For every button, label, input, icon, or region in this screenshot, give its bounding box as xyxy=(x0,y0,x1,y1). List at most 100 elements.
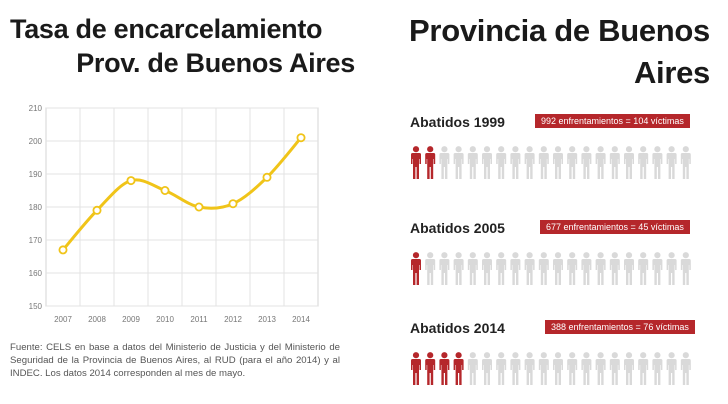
data-point xyxy=(126,176,136,186)
y-tick-label: 200 xyxy=(29,137,43,146)
person-icon-red xyxy=(425,146,436,179)
y-tick-label: 180 xyxy=(29,203,43,212)
person-icon-grey xyxy=(595,352,606,385)
person-icon-grey xyxy=(652,252,663,285)
person-icon-grey xyxy=(524,146,535,179)
x-tick-label: 2013 xyxy=(258,315,276,324)
person-icon-grey xyxy=(482,352,492,385)
person-icon-grey xyxy=(609,146,620,179)
x-tick-label: 2008 xyxy=(88,315,106,324)
person-icon-grey xyxy=(652,146,663,179)
data-point xyxy=(58,245,68,255)
person-icons-row xyxy=(411,252,691,285)
x-tick-label: 2012 xyxy=(224,315,242,324)
person-icon-grey xyxy=(652,352,663,385)
y-tick-label: 160 xyxy=(29,269,43,278)
person-icon-grey xyxy=(482,252,492,285)
data-point xyxy=(160,186,170,196)
person-icon-grey xyxy=(567,146,578,179)
abatidos-badge: 677 enfrentamientos = 45 víctimas xyxy=(540,220,690,234)
person-icon-grey xyxy=(581,146,592,179)
person-icon-grey xyxy=(609,352,620,385)
data-point xyxy=(194,202,204,212)
person-icon-grey xyxy=(524,252,535,285)
person-icon-red xyxy=(411,252,421,285)
incarceration-line-chart: 150 160 170 180 190 200 210 2007 2008 2009 2010 201… xyxy=(29,104,319,324)
x-tick-label: 2009 xyxy=(122,315,140,324)
person-icon-grey xyxy=(680,252,691,285)
abatidos-label: Abatidos 2014 xyxy=(410,320,505,336)
person-icon-grey xyxy=(553,146,563,179)
person-icon-grey xyxy=(680,352,691,385)
person-icon-grey xyxy=(538,146,549,179)
person-icon-grey xyxy=(595,252,606,285)
person-icon-grey xyxy=(553,252,563,285)
person-icon-grey xyxy=(624,252,634,285)
person-icon-red xyxy=(411,352,421,385)
y-tick-label: 190 xyxy=(29,170,43,179)
person-icon-grey xyxy=(624,146,634,179)
person-icon-grey xyxy=(510,352,521,385)
person-icon-grey xyxy=(439,146,450,179)
person-icon-grey xyxy=(524,352,535,385)
person-icon-red xyxy=(453,352,464,385)
person-icon-grey xyxy=(467,146,478,179)
person-icon-grey xyxy=(425,252,436,285)
abatidos-label: Abatidos 1999 xyxy=(410,114,505,130)
chart-title-line-2: Prov. de Buenos Aires xyxy=(76,48,355,78)
person-icon-grey xyxy=(567,252,578,285)
person-icon-grey xyxy=(538,352,549,385)
person-icon-grey xyxy=(467,352,478,385)
person-icon-grey xyxy=(581,252,592,285)
person-icon-grey xyxy=(581,352,592,385)
abatidos-badge: 992 enfrentamientos = 104 víctimas xyxy=(535,114,690,128)
person-icons-row xyxy=(411,146,691,179)
person-icon-red xyxy=(425,352,436,385)
chart-title-line-1: Tasa de encarcelamiento xyxy=(10,14,323,44)
person-icon-grey xyxy=(453,146,464,179)
abatidos-badge: 388 enfrentamientos = 76 víctimas xyxy=(545,320,695,334)
chart-title: Tasa de encarcelamiento Prov. de Buenos … xyxy=(10,12,355,80)
person-icon-grey xyxy=(538,252,549,285)
person-icon-grey xyxy=(496,352,507,385)
abatidos-label: Abatidos 2005 xyxy=(410,220,505,236)
person-icon-red xyxy=(439,352,450,385)
data-point xyxy=(92,205,102,215)
infographic-title-line-1: Provincia de Buenos xyxy=(409,13,710,48)
person-icon-grey xyxy=(595,146,606,179)
person-icon-grey xyxy=(453,252,464,285)
person-icon-grey xyxy=(439,252,450,285)
person-icon-grey xyxy=(510,146,521,179)
data-point xyxy=(262,172,272,182)
source-note: Fuente: CELS en base a datos del Ministe… xyxy=(10,342,340,379)
y-tick-label: 170 xyxy=(29,236,43,245)
infographic-title: Provincia de Buenos Aires xyxy=(390,10,710,94)
data-point xyxy=(228,199,238,209)
person-icon-grey xyxy=(496,146,507,179)
person-icon-grey xyxy=(482,146,492,179)
person-icon-grey xyxy=(609,252,620,285)
person-icons-row xyxy=(411,352,691,385)
person-icon-red xyxy=(411,146,421,179)
person-icon-grey xyxy=(680,146,691,179)
person-icon-grey xyxy=(638,352,649,385)
person-icon-grey xyxy=(553,352,563,385)
data-point xyxy=(296,133,306,143)
person-icon-grey xyxy=(567,352,578,385)
person-icon-grey xyxy=(624,352,634,385)
y-tick-label: 150 xyxy=(29,302,43,311)
person-icon-grey xyxy=(510,252,521,285)
person-icon-grey xyxy=(666,146,677,179)
x-tick-label: 2010 xyxy=(156,315,174,324)
x-tick-label: 2007 xyxy=(54,315,72,324)
y-tick-label: 210 xyxy=(29,104,43,113)
person-icon-grey xyxy=(496,252,507,285)
person-icon-grey xyxy=(666,252,677,285)
person-icon-grey xyxy=(467,252,478,285)
x-tick-label: 2014 xyxy=(292,315,310,324)
person-icon-grey xyxy=(638,252,649,285)
person-icon-grey xyxy=(666,352,677,385)
infographic-title-line-2: Aires xyxy=(633,55,710,90)
x-tick-label: 2011 xyxy=(190,315,208,324)
person-icon-grey xyxy=(638,146,649,179)
